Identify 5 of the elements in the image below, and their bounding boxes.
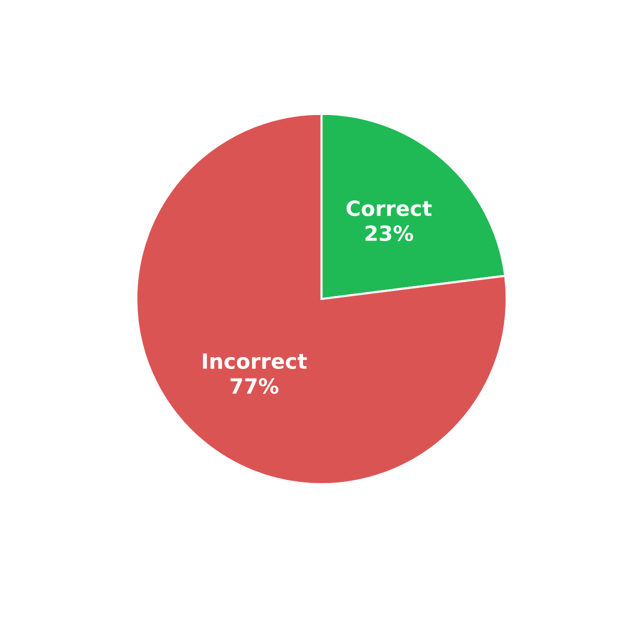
slice-label: Correct xyxy=(346,200,432,216)
pie-slice xyxy=(135,112,508,486)
slice-label: Incorrect xyxy=(202,354,307,369)
data-label: 77% xyxy=(230,378,278,394)
data-label: 23% xyxy=(366,225,414,242)
